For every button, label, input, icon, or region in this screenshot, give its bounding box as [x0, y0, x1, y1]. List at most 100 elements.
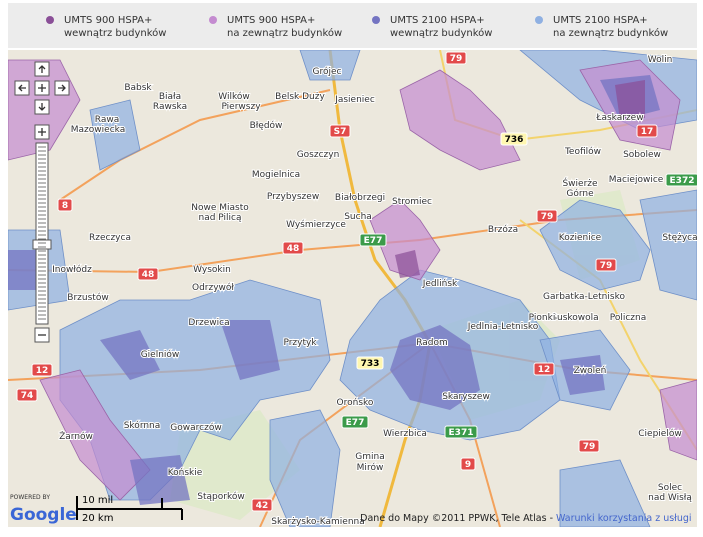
- road-shield: [282, 241, 304, 255]
- road-shield: [460, 457, 476, 471]
- scale-bar: 10 mil 20 km: [76, 495, 183, 524]
- road-shield: [251, 498, 273, 512]
- place-label: Rzeczyca: [89, 233, 131, 243]
- road-shield: [445, 51, 467, 65]
- place-label: Skaryszew: [442, 392, 490, 402]
- legend-dot: [46, 16, 54, 24]
- road-label: 48: [142, 270, 155, 280]
- place-label: Zwoleń: [574, 366, 607, 376]
- zoom-controls[interactable]: [14, 61, 70, 343]
- road-label: 17: [641, 127, 654, 137]
- road-shield: [329, 124, 351, 138]
- place-label: Teofilów: [564, 146, 601, 157]
- road-label: E372: [670, 176, 695, 186]
- road-label: E371: [449, 428, 474, 438]
- legend-dot: [209, 16, 217, 24]
- place-label: Łaskarzew: [595, 113, 643, 123]
- attribution: Dane do Mapy ©2011 PPWK, Tele Atlas -: [360, 513, 553, 524]
- place-label: Policzna: [610, 313, 647, 323]
- road-shields: 79 S7 736 17 E372 8 79 48 48 79 12 12 74 E77 E371 79 9 42…: [16, 51, 697, 512]
- place-label: Babsk: [124, 83, 152, 93]
- legend-dot: [535, 16, 543, 24]
- place-label: Sobolew: [623, 150, 661, 160]
- place-label: Błędów: [250, 120, 283, 131]
- place-label: Gmina: [355, 452, 384, 462]
- road-shield: [341, 415, 369, 429]
- legend-label: na zewnątrz budynków: [553, 27, 668, 39]
- place-label: Suskowola: [551, 313, 598, 323]
- place-label: Wierzbica: [383, 429, 427, 439]
- place-label: Jedlińsk: [422, 279, 458, 289]
- place-label: Sucha: [344, 212, 372, 222]
- place-label: Brzóza: [488, 224, 518, 235]
- place-label: Białobrzegi: [335, 193, 385, 203]
- place-label: Ciepielów: [638, 428, 681, 439]
- road-label: E77: [364, 236, 383, 246]
- place-label: Skórnna: [124, 420, 161, 431]
- place-label: Rawa: [95, 115, 119, 125]
- scale-km: 20 km: [82, 513, 113, 524]
- legend-label: na zewnątrz budynków: [227, 27, 342, 39]
- place-label: Mogielnica: [252, 170, 300, 180]
- place-label: Stężyca: [662, 233, 697, 243]
- terms-link[interactable]: Warunki korzystania z usługi: [556, 513, 692, 524]
- legend-label: wewnątrz budynków: [390, 27, 492, 39]
- road-shield: [578, 439, 600, 453]
- place-label: Inowłódz: [52, 264, 92, 275]
- zoom-slider[interactable]: [35, 142, 49, 325]
- place-label: Biała: [159, 92, 181, 102]
- place-label: Wyśmierzyce: [286, 219, 346, 230]
- legend-dot: [372, 16, 380, 24]
- legend-label: wewnątrz budynków: [64, 27, 166, 39]
- place-label: Jedlnia-Letnisko: [467, 322, 539, 332]
- legend-label: UMTS 900 HSPA+: [227, 15, 315, 26]
- place-label: Mirów: [357, 462, 384, 473]
- place-label: Końskie: [168, 468, 203, 478]
- place-label: Wilków: [218, 91, 249, 102]
- google-logo: Google: [10, 505, 77, 525]
- road-label: 79: [450, 54, 463, 64]
- place-label: Pierwszy: [221, 102, 261, 112]
- road-shield: [533, 362, 555, 376]
- legend-label: UMTS 2100 HSPA+: [553, 15, 648, 26]
- road-label: 42: [256, 501, 269, 511]
- road-shield: [356, 356, 384, 370]
- place-label: Gielniów: [141, 349, 180, 360]
- place-label: Odrzywół: [192, 282, 234, 293]
- road-label: 79: [541, 212, 554, 222]
- road-label: 12: [36, 366, 49, 376]
- place-label: Goszczyn: [297, 150, 340, 160]
- place-label: Nowe Miasto: [191, 203, 249, 213]
- road-label: 9: [465, 460, 471, 470]
- scale-miles: 10 mil: [82, 495, 113, 506]
- legend-bar: [8, 3, 697, 48]
- road-shield: [595, 258, 617, 272]
- place-label: Stromiec: [392, 197, 432, 207]
- place-label: Stąporków: [197, 491, 244, 502]
- place-label: nad Pilicą: [199, 213, 242, 223]
- place-label: Przytyk: [283, 338, 317, 348]
- road-shield: [16, 388, 38, 402]
- place-label: Skarżysko-Kamienna: [271, 517, 365, 527]
- road-shield: [500, 132, 528, 146]
- place-label: Świerże: [562, 177, 598, 189]
- road-label: 12: [538, 365, 551, 375]
- place-label: Rawska: [153, 102, 187, 112]
- powered-by: POWERED BY: [10, 494, 50, 501]
- place-label: Grójec: [313, 66, 342, 77]
- road-label: S7: [334, 127, 347, 137]
- place-label: Radom: [416, 338, 448, 348]
- place-label: Mazowiecka: [71, 125, 125, 135]
- place-label: Belsk Duży: [275, 92, 325, 102]
- place-label: Przybyszew: [267, 192, 319, 202]
- zoom-handle[interactable]: [32, 239, 52, 250]
- place-label: Kozienice: [559, 233, 602, 243]
- place-label: Brzustów: [67, 292, 108, 303]
- coverage-2100-indoor: [8, 75, 660, 505]
- legend-label: UMTS 2100 HSPA+: [390, 15, 485, 26]
- road-label: 79: [600, 261, 613, 271]
